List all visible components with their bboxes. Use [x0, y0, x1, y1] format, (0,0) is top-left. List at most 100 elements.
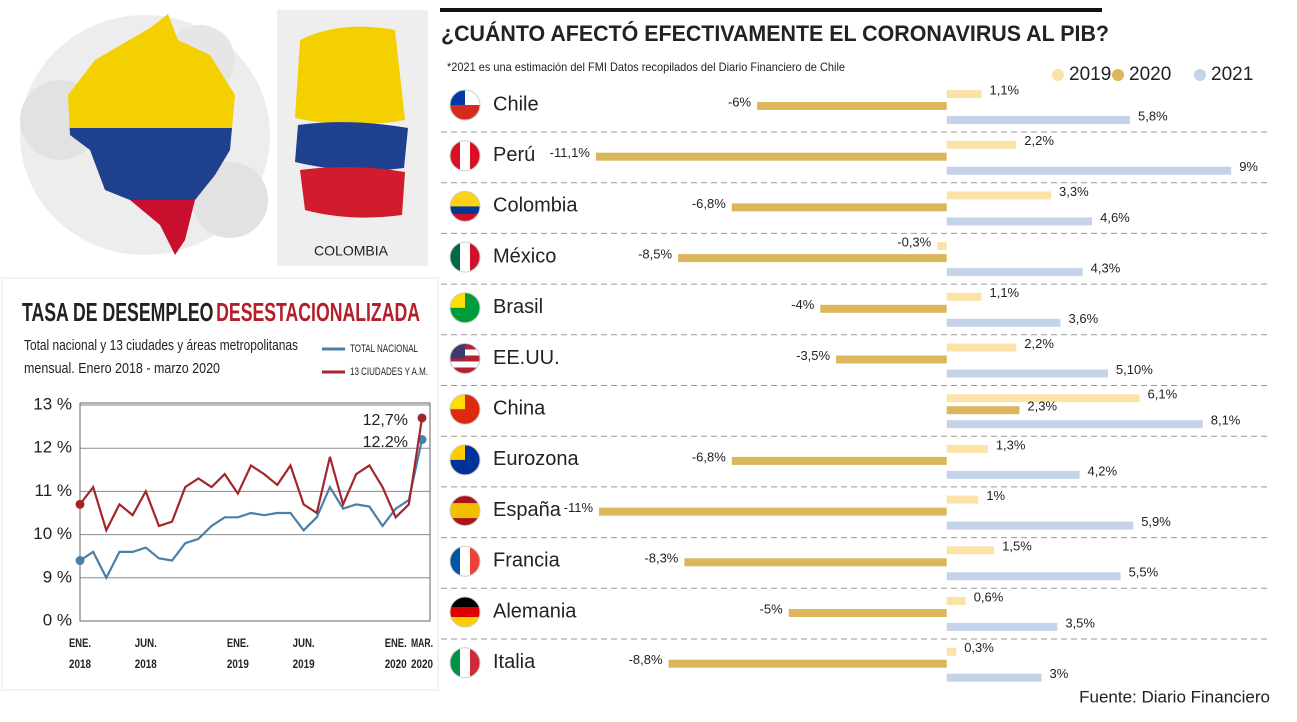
flag-illustration: COLOMBIA: [277, 10, 428, 266]
bar: [731, 456, 947, 465]
flag-body: [450, 90, 480, 120]
title-rule: [440, 8, 1102, 12]
bar: [946, 90, 982, 98]
category-label: Perú: [493, 144, 535, 166]
bar: [946, 673, 1042, 682]
value-label: 8,1%: [1211, 413, 1241, 428]
bar: [599, 507, 947, 516]
y-tick-label: 0 %: [43, 610, 72, 629]
flag-stripe: [470, 647, 480, 678]
value-label: 4,6%: [1100, 210, 1130, 225]
flag-stripe: [450, 503, 480, 512]
value-label: 12,7%: [363, 412, 408, 429]
legend-label: TOTAL NACIONAL: [350, 343, 418, 355]
country-flag: [449, 596, 481, 628]
end-point: [75, 499, 85, 509]
bar: [946, 597, 966, 605]
flag-stripe: [450, 617, 480, 627]
flag-stripe: [470, 546, 480, 577]
flag-body: [450, 191, 480, 222]
bar: [946, 623, 1058, 631]
x-tick-label: ENE.: [385, 636, 407, 650]
flag-stripe: [450, 213, 480, 222]
flag-stripe: [450, 647, 461, 678]
chart-subtitle: mensual. Enero 2018 - marzo 2020: [24, 360, 220, 377]
flag-stripe: [450, 597, 480, 608]
value-label: 0,6%: [974, 589, 1004, 604]
value-label: 4,2%: [1087, 463, 1117, 478]
bar: [757, 102, 947, 110]
value-label: 5,9%: [1141, 514, 1171, 529]
bar: [946, 444, 988, 453]
value-label: -11,1%: [550, 145, 591, 160]
flag-rim: [449, 495, 481, 527]
flag-stripe: [450, 518, 480, 526]
bar: [946, 268, 1083, 277]
title-highlight: DESESTACIONALIZADA: [216, 297, 420, 327]
bar: [946, 217, 1093, 226]
panel-border: [1, 277, 439, 691]
bar: [946, 420, 1203, 429]
x-tick-label: 2020: [411, 657, 433, 671]
value-label: 1,3%: [996, 437, 1026, 452]
bar: [937, 242, 947, 251]
flag-stripe: [450, 367, 480, 374]
value-label: -3,5%: [796, 348, 830, 363]
bar: [820, 304, 947, 313]
x-tick-label: 2018: [135, 657, 157, 671]
value-label: 5,5%: [1129, 565, 1159, 580]
bar: [946, 495, 979, 504]
x-tick-label: 2019: [227, 657, 249, 671]
country-flag: [449, 545, 481, 577]
flag-stripe: [470, 140, 480, 171]
category-label: Eurozona: [493, 448, 579, 470]
category-label: España: [493, 499, 562, 521]
flag-rim: [449, 343, 481, 374]
flag-stripe: [450, 355, 480, 362]
bar: [946, 116, 1131, 124]
value-label: -6%: [728, 94, 752, 109]
end-point: [75, 556, 85, 566]
category-label: Alemania: [493, 600, 577, 622]
flag-body: [450, 647, 480, 678]
source: Fuente: Diario Financiero: [1079, 687, 1270, 706]
category-label: Colombia: [493, 195, 578, 217]
flag-body: [450, 546, 480, 577]
x-tick-label: ENE.: [69, 636, 91, 650]
flag-stripe: [460, 647, 471, 678]
map-illustration: [20, 14, 270, 255]
flag-stripe: [460, 546, 471, 577]
flag-stripe: [450, 361, 480, 368]
category-label: México: [493, 245, 556, 267]
value-label: 9%: [1239, 159, 1258, 174]
x-tick-label: JUN.: [293, 636, 315, 650]
category-label: Brasil: [493, 296, 543, 318]
value-label: 1,5%: [1002, 539, 1032, 554]
flag-rim: [449, 190, 481, 222]
value-label: -8,5%: [638, 247, 672, 262]
flag-stripe: [450, 191, 480, 200]
legend-swatch: [1052, 69, 1064, 81]
bar: [836, 355, 947, 364]
country-flag: [449, 241, 481, 273]
x-tick-label: 2018: [69, 657, 91, 671]
legend-swatch: [1194, 69, 1206, 81]
chart-title: TASA DE DESEMPLEODESESTACIONALIZADA: [22, 297, 420, 327]
bar: [946, 318, 1061, 327]
flag-rim: [449, 292, 481, 324]
flag-rim: [449, 647, 481, 679]
value-label: 3,3%: [1059, 184, 1089, 199]
value-label: 5,10%: [1116, 362, 1153, 377]
flag-stripe: [460, 242, 471, 273]
value-label: 1,1%: [989, 82, 1019, 97]
bar: [946, 546, 995, 555]
flag-stripe: [450, 105, 480, 120]
data-line: [79, 439, 424, 581]
value-label: -11%: [564, 500, 594, 515]
bar: [595, 152, 947, 161]
flag-stripe: [450, 140, 461, 171]
value-label: -5%: [760, 601, 784, 616]
bar: [946, 521, 1134, 530]
flag-stripe: [460, 140, 471, 171]
flag-rim: [449, 545, 481, 577]
